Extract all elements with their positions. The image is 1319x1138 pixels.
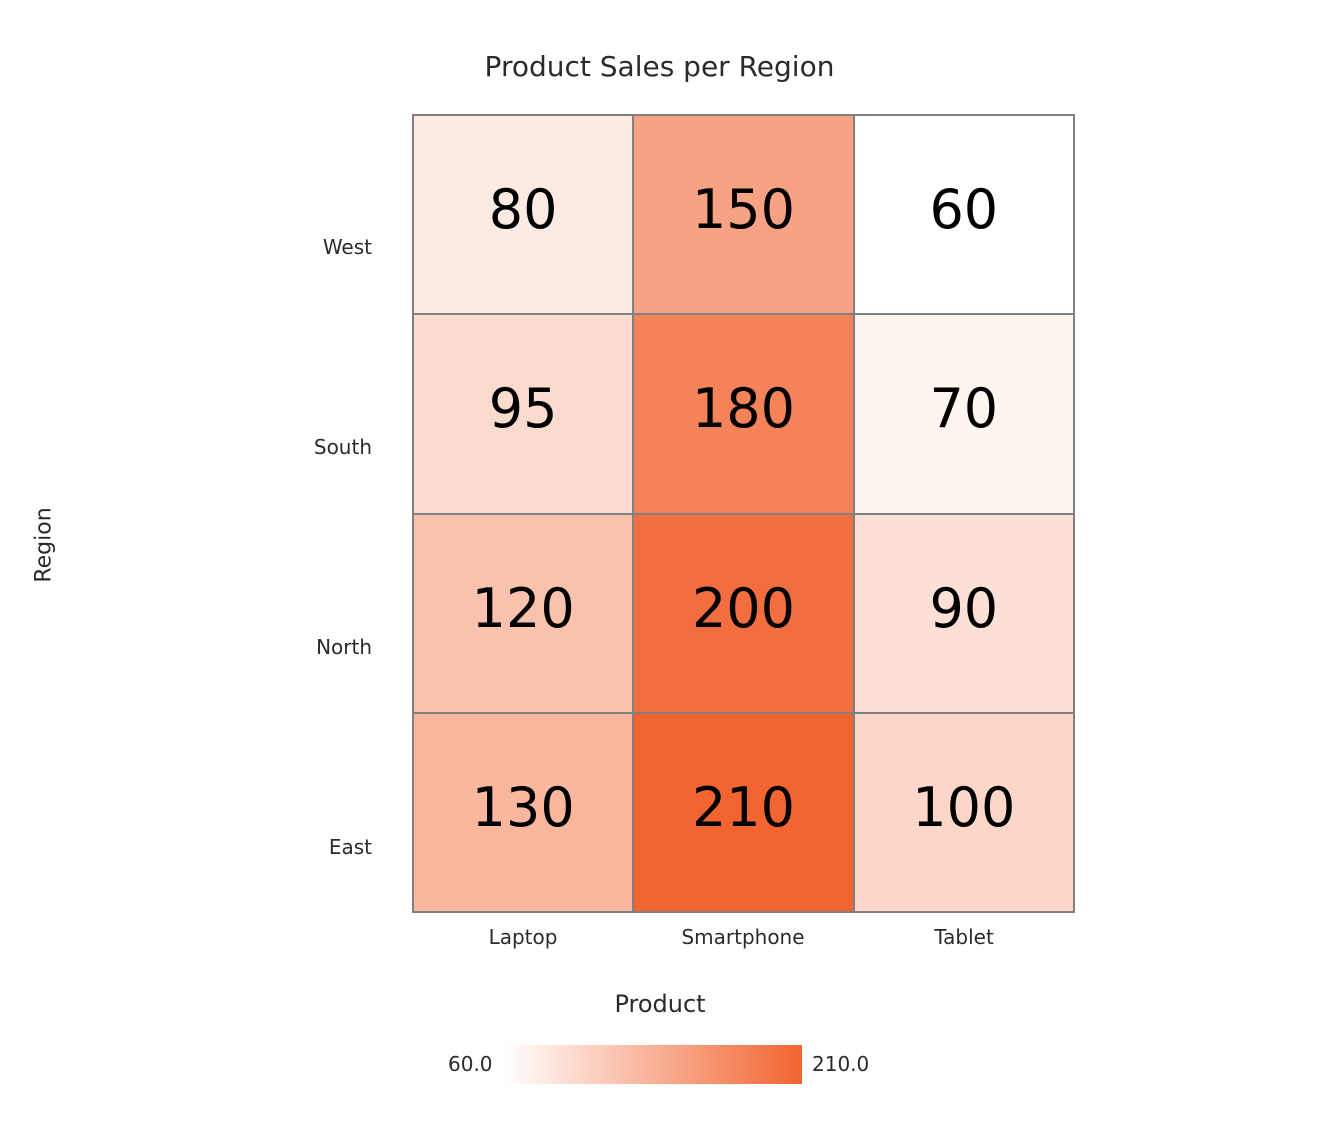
x-tick-label: Laptop <box>488 925 558 949</box>
x-axis-label: Product <box>614 990 706 1018</box>
heatmap-cell: 100 <box>854 713 1073 911</box>
heatmap-cell: 120 <box>414 514 633 712</box>
heatmap-cell: 130 <box>414 713 633 911</box>
colorbar <box>504 1045 802 1084</box>
heatmap-cell: 90 <box>854 514 1073 712</box>
y-tick-label: West <box>322 235 372 259</box>
y-tick-label: East <box>328 835 372 859</box>
heatmap-cell: 95 <box>414 315 633 513</box>
x-tick-label: Smartphone <box>681 925 805 949</box>
heatmap-cell: 80 <box>414 116 633 314</box>
heatmap-cell: 200 <box>634 514 853 712</box>
x-tick-label: Tablet <box>934 925 994 949</box>
heatmap-cell: 70 <box>854 315 1073 513</box>
heatmap-cell: 150 <box>634 116 853 314</box>
heatmap-cell: 180 <box>634 315 853 513</box>
y-tick-label: North <box>316 635 372 659</box>
heatmap-cell: 210 <box>634 713 853 911</box>
y-tick-label: South <box>313 435 372 459</box>
colorbar-min-label: 60.0 <box>448 1052 493 1076</box>
colorbar-max-label: 210.0 <box>812 1052 870 1076</box>
y-axis-label: Region <box>31 507 57 583</box>
heatmap-cell: 60 <box>854 116 1073 314</box>
heatmap-grid: 80 150 60 95 180 70 120 200 90 130 210 100 <box>412 114 1075 913</box>
chart-title: Product Sales per Region <box>484 50 835 83</box>
